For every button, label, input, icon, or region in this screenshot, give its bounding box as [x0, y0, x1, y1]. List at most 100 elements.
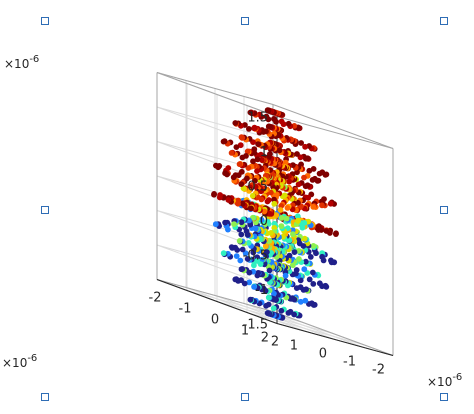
data-point [230, 174, 237, 181]
data-point [238, 134, 245, 141]
data-point [248, 205, 255, 212]
data-point [258, 216, 265, 223]
data-point [247, 109, 254, 116]
data-point [245, 240, 252, 246]
data-point [307, 254, 314, 260]
data-point [301, 220, 308, 226]
y-axis-line [276, 323, 394, 356]
data-point [237, 257, 244, 264]
data-point [306, 276, 313, 283]
data-point [228, 244, 235, 251]
data-point [232, 276, 239, 283]
data-point [250, 158, 256, 165]
selection-handle-bottom-left[interactable] [41, 393, 49, 401]
data-point [310, 281, 317, 287]
data-point [245, 165, 252, 171]
data-point [254, 168, 260, 175]
data-point [231, 221, 237, 228]
data-point [278, 307, 285, 314]
data-point [238, 219, 245, 226]
data-point [301, 266, 308, 273]
y-tick-label: 1 [290, 339, 298, 354]
data-point [273, 212, 280, 219]
data-point [310, 243, 317, 249]
x-tick-label: -1 [179, 302, 192, 317]
data-point [302, 143, 308, 150]
data-point [328, 257, 334, 264]
data-point [252, 177, 258, 184]
z-tick-label: 1 [260, 145, 268, 160]
selection-handle-bottom-right[interactable] [440, 393, 448, 401]
selection-handle-top-center[interactable] [241, 17, 249, 25]
data-point [255, 141, 261, 148]
data-point [238, 266, 245, 273]
box-edge [272, 104, 394, 149]
data-point [246, 279, 253, 286]
data-point [299, 224, 306, 231]
data-point [259, 157, 265, 163]
z-tick-label: -1 [255, 283, 268, 298]
box-edge [272, 311, 394, 356]
data-point [238, 231, 245, 238]
data-point [238, 181, 245, 188]
data-point [284, 205, 291, 211]
selection-handle-top-right[interactable] [440, 17, 448, 25]
data-point [271, 225, 278, 231]
data-point [286, 178, 293, 185]
data-points [211, 107, 339, 321]
x-tick-label: 0 [211, 313, 219, 328]
data-point [294, 213, 301, 220]
data-point [262, 243, 269, 250]
z-tick-label: -1.5 [243, 318, 268, 333]
data-point [271, 200, 278, 207]
data-point [290, 231, 296, 238]
data-point [246, 125, 252, 132]
data-point [250, 249, 257, 256]
z-tick-label: 1.5 [247, 111, 268, 126]
data-point [212, 221, 219, 228]
data-point [259, 256, 265, 263]
data-point [302, 183, 309, 190]
data-point [266, 267, 273, 274]
data-point [302, 258, 309, 265]
data-point [289, 262, 296, 269]
data-point [301, 174, 307, 181]
data-point [333, 231, 339, 238]
x-tick-label: 2 [271, 335, 279, 350]
data-point [297, 277, 304, 284]
data-point [278, 215, 285, 221]
data-point [254, 272, 261, 279]
grid-line [243, 303, 365, 348]
data-point [283, 215, 290, 222]
z-axis-exponent: ×10-6 [4, 54, 39, 71]
selection-handle-top-left[interactable] [41, 17, 49, 25]
data-point [278, 118, 285, 125]
data-point [244, 148, 251, 155]
data-point [291, 249, 298, 256]
data-point [251, 125, 258, 132]
z-tick-label: -0.5 [243, 249, 268, 264]
selection-handle-middle-left[interactable] [41, 206, 49, 214]
y-tick-label: 2 [261, 331, 269, 346]
data-point [261, 208, 268, 215]
y-tick-label: 0 [319, 347, 327, 362]
y-tick-label: -1 [343, 355, 356, 370]
data-point [247, 296, 254, 303]
data-point [254, 156, 261, 163]
selection-handle-middle-right[interactable] [440, 206, 448, 214]
data-point [220, 250, 227, 257]
data-point [239, 200, 246, 207]
data-point [309, 269, 316, 276]
data-point [278, 223, 285, 230]
z-tick-label: 0.5 [247, 180, 268, 195]
data-point [319, 253, 325, 260]
selection-handle-bottom-center[interactable] [241, 393, 249, 401]
box-edge [276, 116, 394, 149]
data-point [271, 220, 278, 227]
data-point [264, 310, 271, 316]
data-point [228, 150, 235, 156]
data-point [249, 192, 256, 199]
data-point [211, 191, 217, 198]
